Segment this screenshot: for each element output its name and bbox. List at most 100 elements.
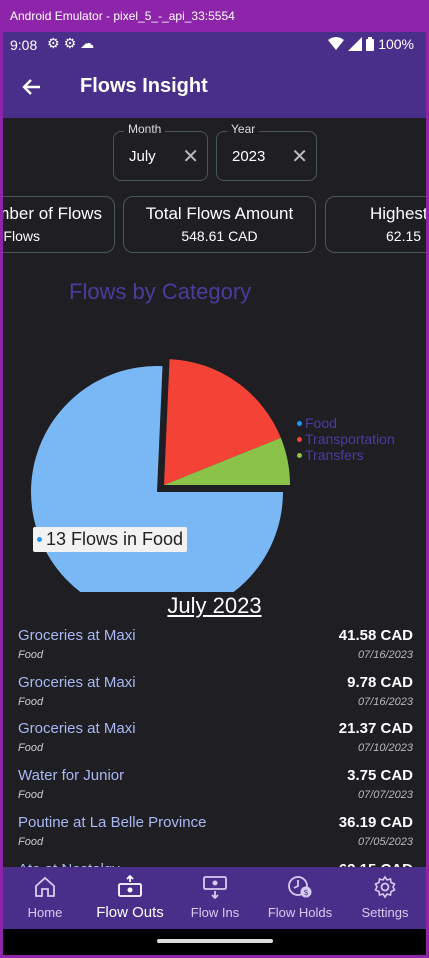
year-field[interactable]: Year 2023 ✕ bbox=[216, 122, 317, 181]
nav-home[interactable]: Home bbox=[3, 867, 87, 929]
nav-label: Home bbox=[27, 905, 63, 920]
status-notification-icons: ⚙⚙☁ bbox=[47, 35, 98, 52]
legend-dot bbox=[297, 420, 302, 426]
month-value: July bbox=[129, 148, 156, 165]
nav-flow-outs[interactable]: Flow Outs bbox=[88, 867, 172, 929]
nav-flow-ins[interactable]: Flow Ins bbox=[173, 867, 257, 929]
emulator-title: Android Emulator - pixel_5_-_api_33:5554 bbox=[0, 0, 429, 32]
list-heading: July 2023 bbox=[167, 593, 262, 618]
legend-label: Transportation bbox=[305, 431, 395, 447]
cash-out-icon bbox=[88, 875, 172, 901]
card-title: Highest bbox=[370, 204, 426, 223]
flow-name: Poutine at La Belle Province bbox=[18, 813, 207, 831]
status-right: 100% bbox=[328, 36, 414, 52]
device-screen: 9:08 ⚙⚙☁ 100% Flows Insight Month July ✕… bbox=[3, 32, 426, 955]
nav-label: Flow Outs bbox=[96, 904, 164, 921]
nav-flow-holds[interactable]: $ Flow Holds bbox=[258, 867, 342, 929]
pie-slice-transportation[interactable] bbox=[164, 359, 281, 485]
card-value: 548.61 CAD bbox=[181, 228, 258, 244]
flow-date: 07/16/2023 bbox=[357, 695, 413, 708]
month-clear-icon[interactable]: ✕ bbox=[182, 146, 199, 168]
month-field[interactable]: Month July ✕ bbox=[113, 122, 208, 181]
nav-label: Flow Ins bbox=[190, 905, 240, 920]
list-item[interactable]: Poutine at La Belle Province Food 36.19 CA… bbox=[18, 814, 413, 858]
battery-icon bbox=[366, 37, 375, 51]
tooltip-dot bbox=[37, 537, 42, 542]
nav-label: Settings bbox=[361, 905, 409, 920]
flow-name: Groceries at Maxi bbox=[18, 627, 136, 644]
status-time: 9:08 bbox=[10, 37, 38, 53]
cloud-icon: ☁ bbox=[80, 35, 99, 51]
flow-date: 07/16/2023 bbox=[357, 649, 413, 661]
signal-icon bbox=[348, 37, 363, 51]
flow-amount: 36.19 CAD bbox=[338, 813, 413, 831]
arrow-left-icon bbox=[22, 79, 40, 95]
app-bar: Flows Insight bbox=[3, 58, 426, 118]
card-title: Number of Flows bbox=[3, 204, 102, 223]
list-item[interactable]: Water for Junior Food 3.75 CAD 07/07/2023 bbox=[18, 767, 413, 811]
year-clear-icon[interactable]: ✕ bbox=[291, 146, 308, 168]
wifi-icon bbox=[328, 37, 345, 50]
flow-name: Water for Junior bbox=[18, 767, 125, 785]
chart-tooltip: 13 Flows in Food bbox=[33, 527, 188, 552]
flow-name: Groceries at Maxi bbox=[18, 720, 136, 738]
status-bar: 9:08 ⚙⚙☁ 100% bbox=[3, 32, 426, 58]
nav-label: Flow Holds bbox=[267, 905, 333, 920]
home-icon bbox=[3, 875, 87, 901]
card-title: Total Flows Amount bbox=[145, 204, 294, 223]
back-button[interactable] bbox=[17, 72, 47, 102]
flow-category: Food bbox=[18, 649, 44, 661]
card-highest: Highest 62.15 bbox=[325, 196, 426, 253]
card-value: 13 Flows bbox=[3, 228, 40, 244]
flow-amount: 21.37 CAD bbox=[338, 720, 413, 738]
page-title: Flows Insight bbox=[80, 75, 208, 97]
legend-dot bbox=[297, 436, 302, 442]
card-value: 62.15 bbox=[386, 228, 422, 244]
month-label: Month bbox=[124, 122, 166, 136]
flows-list[interactable]: Groceries at Maxi Food 41.58 CAD 07/16/2023… bbox=[3, 627, 426, 867]
legend-label: Transfers bbox=[305, 447, 364, 463]
flow-amount: 62.15 CAD bbox=[339, 861, 413, 868]
legend-item-transfers: Transfers bbox=[297, 447, 395, 463]
cash-in-icon bbox=[173, 875, 257, 901]
flow-amount: 3.75 CAD bbox=[347, 767, 413, 785]
home-gesture-handle[interactable] bbox=[157, 939, 273, 943]
card-total-flows-amount: Total Flows Amount 548.61 CAD bbox=[123, 196, 316, 253]
settings-notif-icon: ⚙ bbox=[63, 35, 81, 51]
svg-text:$: $ bbox=[303, 888, 308, 897]
flow-name: Ate at Nostalgy bbox=[18, 861, 120, 868]
flow-category: Food bbox=[18, 695, 44, 708]
list-item[interactable]: Groceries at Maxi Food 9.78 CAD 07/16/2023 bbox=[18, 674, 413, 718]
flow-date: 07/07/2023 bbox=[357, 789, 413, 802]
legend-dot bbox=[297, 452, 302, 458]
list-item[interactable]: Groceries at Maxi Food 21.37 CAD 07/10/2023 bbox=[18, 720, 413, 764]
card-number-of-flows: Number of Flows 13 Flows bbox=[3, 196, 115, 253]
year-value: 2023 bbox=[232, 148, 266, 165]
clock-dollar-icon: $ bbox=[258, 875, 342, 901]
battery-percent: 100% bbox=[378, 36, 414, 52]
chart-legend: Food Transportation Transfers bbox=[297, 415, 395, 463]
flow-category: Food bbox=[18, 742, 44, 755]
legend-item-food: Food bbox=[297, 415, 395, 431]
gesture-bar bbox=[3, 929, 426, 955]
bottom-navigation: Home Flow Outs Flow Ins $ Flow Holds Settings bbox=[3, 867, 426, 929]
summary-cards-scroller[interactable]: Number of Flows 13 Flows Total Flows Amo… bbox=[3, 196, 426, 254]
flow-name: Groceries at Maxi bbox=[18, 673, 136, 691]
settings-notif-icon: ⚙ bbox=[47, 35, 64, 51]
list-item[interactable]: Ate at NostalgyFood62.15 CAD bbox=[18, 861, 413, 868]
list-item[interactable]: Groceries at Maxi Food 41.58 CAD 07/16/2023 bbox=[18, 627, 413, 671]
year-label: Year bbox=[227, 122, 260, 136]
flow-date: 07/05/2023 bbox=[357, 835, 413, 848]
pie-slice-transfers[interactable] bbox=[164, 437, 290, 485]
chart-title: Flows by Category bbox=[69, 279, 252, 304]
flow-category: Food bbox=[18, 835, 44, 848]
nav-settings[interactable]: Settings bbox=[343, 867, 426, 929]
gear-icon bbox=[343, 875, 426, 901]
flow-amount: 9.78 CAD bbox=[347, 673, 413, 691]
legend-item-transportation: Transportation bbox=[297, 431, 395, 447]
flow-amount: 41.58 CAD bbox=[338, 627, 413, 644]
tooltip-text: 13 Flows in Food bbox=[46, 529, 184, 549]
flow-category: Food bbox=[18, 789, 44, 802]
legend-label: Food bbox=[305, 415, 337, 431]
